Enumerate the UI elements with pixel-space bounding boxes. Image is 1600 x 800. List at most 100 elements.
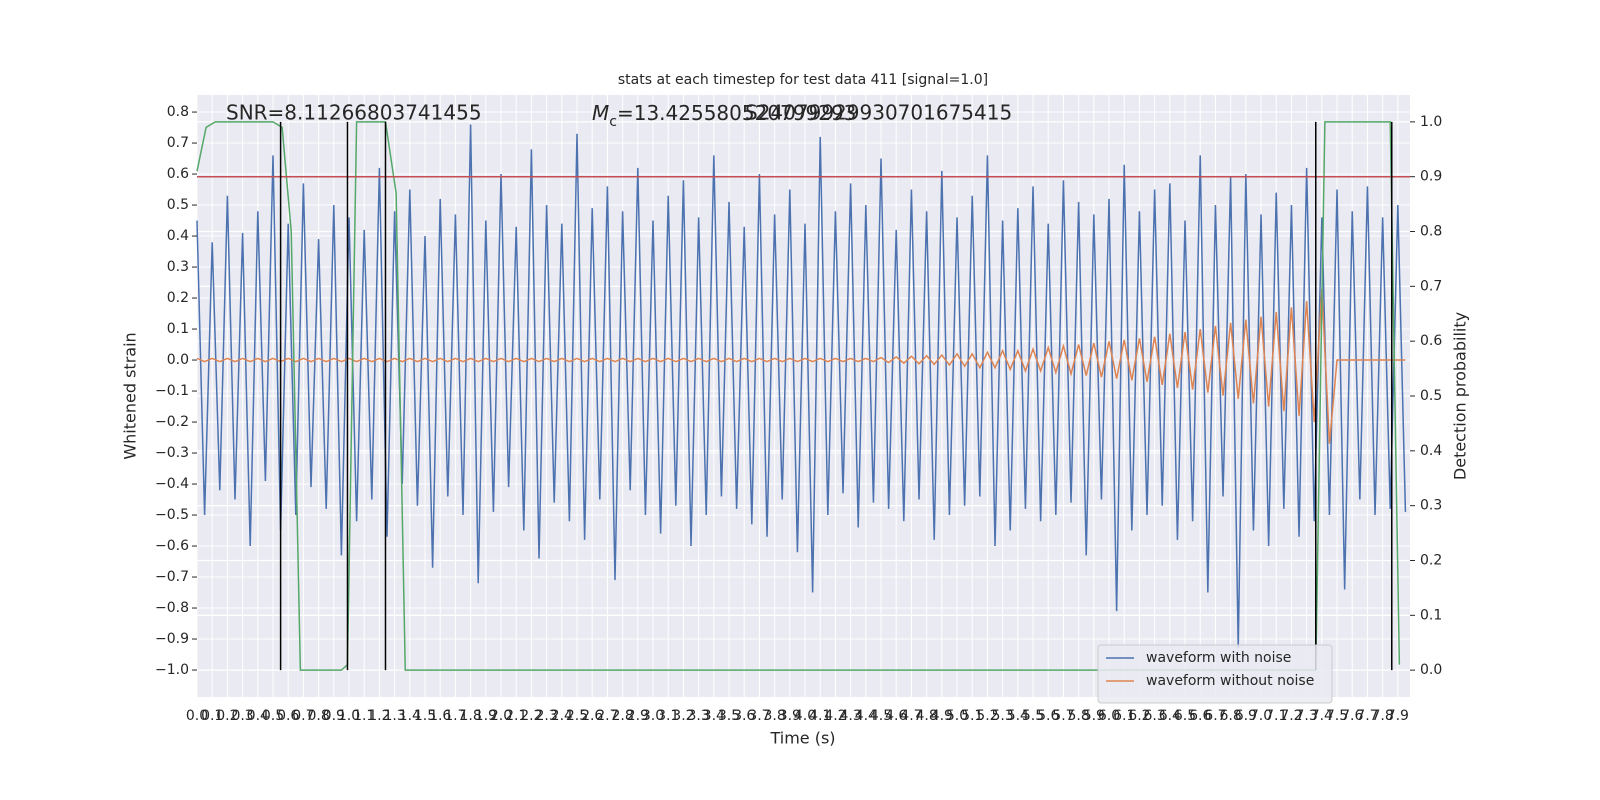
y-tick-label: −0.4 — [155, 476, 189, 492]
x-tick-label: 7.7 — [1356, 708, 1378, 724]
x-tick-label: 2.9 — [627, 708, 649, 724]
x-tick-label: 4.5 — [870, 708, 892, 724]
x-tick-label: 0.1 — [201, 708, 223, 724]
x-tick-label: 1.1 — [353, 708, 375, 724]
x-tick-label: 3.3 — [687, 708, 709, 724]
x-tick-label: 4.1 — [809, 708, 831, 724]
x-tick-label: 0.4 — [247, 708, 269, 724]
y2-tick-label: 0.8 — [1420, 224, 1442, 240]
x-tick-label: 0.0 — [186, 708, 208, 724]
x-tick-label: 4.9 — [931, 708, 953, 724]
y-tick-label: −0.8 — [155, 600, 189, 616]
legend-label: waveform without noise — [1146, 673, 1314, 689]
y-tick-label: −0.5 — [155, 507, 189, 523]
y-tick-label: 0.3 — [167, 259, 189, 275]
x-tick-label: 6.8 — [1220, 708, 1242, 724]
series-line — [196, 121, 1401, 671]
x-tick-label: 6.3 — [1143, 708, 1165, 724]
x-tick-label: 2.1 — [505, 708, 527, 724]
x-tick-label: 4.0 — [794, 708, 816, 724]
y2-tick-label: 0.4 — [1420, 443, 1442, 459]
x-tick-label: 7.6 — [1341, 708, 1363, 724]
x-tick-label: 6.7 — [1204, 708, 1226, 724]
x-tick-label: 6.9 — [1235, 708, 1257, 724]
x-tick-label: 1.6 — [429, 708, 451, 724]
x-tick-label: 6.2 — [1128, 708, 1150, 724]
x-tick-label: 0.2 — [216, 708, 238, 724]
x-tick-label: 5.9 — [1083, 708, 1105, 724]
x-tick-label: 3.7 — [748, 708, 770, 724]
x-tick-label: 6.5 — [1174, 708, 1196, 724]
annotation: SNR=8.11266803741455 — [226, 101, 482, 125]
y-tick-label: 0.8 — [167, 104, 189, 120]
x-tick-label: 0.7 — [292, 708, 314, 724]
y2-tick-label: 0.7 — [1420, 278, 1442, 294]
x-tick-label: 0.9 — [323, 708, 345, 724]
x-tick-label: 6.0 — [1098, 708, 1120, 724]
x-tick-label: 5.6 — [1037, 708, 1059, 724]
x-tick-label: 2.6 — [581, 708, 603, 724]
x-tick-label: 1.0 — [338, 708, 360, 724]
x-tick-label: 5.0 — [946, 708, 968, 724]
x-tick-label: 3.8 — [763, 708, 785, 724]
y2-tick-label: 0.0 — [1420, 662, 1442, 678]
x-tick-label: 3.1 — [657, 708, 679, 724]
y-tick-label: 0.1 — [167, 321, 189, 337]
x-tick-label: 7.5 — [1326, 708, 1348, 724]
x-tick-label: 1.2 — [368, 708, 390, 724]
x-tick-label: 7.0 — [1250, 708, 1272, 724]
annotation: S24079929930701675415 — [745, 101, 1012, 125]
annotation: Mc=13.425580520799293 — [592, 101, 856, 131]
x-tick-label: 5.2 — [976, 708, 998, 724]
y-tick-label: −0.1 — [155, 383, 189, 399]
legend-label: waveform with noise — [1146, 650, 1291, 666]
y2-tick-label: 0.9 — [1420, 169, 1442, 185]
y2-tick-label: 1.0 — [1420, 114, 1442, 130]
x-tick-label: 0.3 — [231, 708, 253, 724]
x-tick-label: 2.3 — [535, 708, 557, 724]
x-tick-label: 4.3 — [839, 708, 861, 724]
series-line — [196, 288, 1406, 444]
x-tick-label: 1.9 — [475, 708, 497, 724]
y-tick-label: 0.2 — [167, 290, 189, 306]
x-tick-label: 1.8 — [459, 708, 481, 724]
x-tick-label: 4.8 — [915, 708, 937, 724]
y-tick-label: 0.4 — [167, 228, 189, 244]
x-tick-label: 4.4 — [855, 708, 877, 724]
x-tick-label: 5.3 — [991, 708, 1013, 724]
y2-tick-label: 0.1 — [1420, 607, 1442, 623]
x-tick-label: 2.5 — [566, 708, 588, 724]
x-tick-label: 6.6 — [1189, 708, 1211, 724]
x-tick-label: 3.0 — [642, 708, 664, 724]
x-tick-label: 5.4 — [1007, 708, 1029, 724]
annotation-text: =13.425580520799293 — [617, 101, 856, 125]
y-tick-label: 0.7 — [167, 135, 189, 151]
y-tick-label: 0.5 — [167, 197, 189, 213]
x-tick-label: 4.2 — [824, 708, 846, 724]
x-axis-label: Time (s) — [769, 729, 835, 748]
x-tick-label: 4.6 — [885, 708, 907, 724]
x-tick-label: 7.3 — [1296, 708, 1318, 724]
annotation-subscript: c — [609, 114, 617, 130]
x-tick-label: 7.8 — [1372, 708, 1394, 724]
x-tick-label: 1.3 — [383, 708, 405, 724]
x-tick-label: 5.8 — [1067, 708, 1089, 724]
x-tick-label: 5.5 — [1022, 708, 1044, 724]
x-tick-label: 0.6 — [277, 708, 299, 724]
legend-box — [1097, 644, 1333, 704]
x-tick-label: 5.7 — [1052, 708, 1074, 724]
x-tick-label: 2.7 — [596, 708, 618, 724]
x-tick-label: 1.4 — [399, 708, 421, 724]
annotation-symbol: M — [592, 101, 609, 125]
x-tick-label: 6.1 — [1113, 708, 1135, 724]
y2-tick-label: 0.3 — [1420, 498, 1442, 514]
x-tick-label: 1.5 — [414, 708, 436, 724]
x-tick-label: 0.8 — [307, 708, 329, 724]
y-tick-label: 0.0 — [167, 352, 189, 368]
y-tick-label: 0.6 — [167, 166, 189, 182]
y2-tick-label: 0.2 — [1420, 552, 1442, 568]
x-tick-label: 6.4 — [1159, 708, 1181, 724]
x-tick-label: 5.1 — [961, 708, 983, 724]
x-tick-label: 1.7 — [444, 708, 466, 724]
y-axis-label: Whitened strain — [121, 332, 140, 459]
